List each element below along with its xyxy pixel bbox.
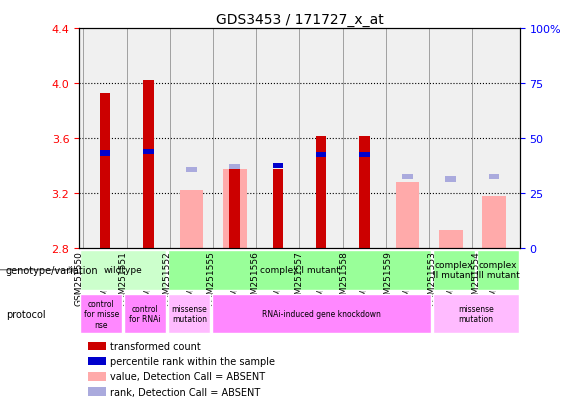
Bar bbox=[88, 387, 106, 396]
Bar bbox=[143, 81, 154, 248]
Text: GSM251552: GSM251552 bbox=[163, 250, 172, 305]
Text: complex I mutant: complex I mutant bbox=[259, 266, 340, 275]
Bar bbox=[88, 342, 106, 350]
Text: GSM251551: GSM251551 bbox=[119, 250, 128, 305]
Text: complex
III mutant: complex III mutant bbox=[476, 260, 520, 280]
Text: GSM251555: GSM251555 bbox=[207, 250, 216, 305]
Text: GSM251550: GSM251550 bbox=[75, 250, 84, 305]
Bar bbox=[99, 93, 110, 248]
Text: control
for misse
nse: control for misse nse bbox=[84, 299, 119, 329]
Bar bbox=[143, 150, 154, 155]
Text: genotype/variation: genotype/variation bbox=[6, 265, 98, 275]
Text: GSM251556: GSM251556 bbox=[251, 250, 260, 305]
Text: rank, Detection Call = ABSENT: rank, Detection Call = ABSENT bbox=[110, 387, 260, 396]
FancyBboxPatch shape bbox=[433, 250, 475, 290]
Bar bbox=[180, 190, 203, 248]
Text: GSM251559: GSM251559 bbox=[383, 250, 392, 305]
Bar bbox=[272, 163, 283, 169]
Text: protocol: protocol bbox=[6, 309, 45, 319]
FancyBboxPatch shape bbox=[168, 250, 431, 290]
Bar bbox=[229, 164, 240, 170]
Bar bbox=[186, 167, 197, 173]
Bar bbox=[272, 170, 283, 248]
Text: complex
II mutant: complex II mutant bbox=[433, 260, 474, 280]
Text: GSM251557: GSM251557 bbox=[295, 250, 304, 305]
Bar bbox=[482, 196, 506, 248]
Bar bbox=[316, 137, 327, 248]
FancyBboxPatch shape bbox=[168, 294, 210, 334]
Bar bbox=[88, 357, 106, 366]
Bar bbox=[359, 152, 370, 158]
Text: GSM251553: GSM251553 bbox=[427, 250, 436, 305]
FancyBboxPatch shape bbox=[124, 294, 166, 334]
Bar bbox=[445, 177, 456, 183]
FancyBboxPatch shape bbox=[80, 294, 122, 334]
Text: control
for RNAi: control for RNAi bbox=[129, 304, 161, 324]
FancyBboxPatch shape bbox=[433, 294, 519, 334]
FancyBboxPatch shape bbox=[477, 250, 519, 290]
Text: GSM251558: GSM251558 bbox=[339, 250, 348, 305]
Text: missense
mutation: missense mutation bbox=[171, 304, 207, 324]
Bar bbox=[402, 174, 413, 180]
Text: wildtype: wildtype bbox=[104, 266, 142, 275]
FancyBboxPatch shape bbox=[80, 250, 166, 290]
Bar bbox=[88, 373, 106, 381]
Text: transformed count: transformed count bbox=[110, 341, 201, 351]
FancyBboxPatch shape bbox=[212, 294, 431, 334]
Bar bbox=[229, 170, 240, 248]
Text: RNAi-induced gene knockdown: RNAi-induced gene knockdown bbox=[262, 309, 381, 318]
Text: percentile rank within the sample: percentile rank within the sample bbox=[110, 356, 275, 366]
Text: GSM251554: GSM251554 bbox=[471, 250, 480, 305]
Bar bbox=[439, 230, 463, 248]
Bar bbox=[99, 151, 110, 157]
Bar bbox=[359, 137, 370, 248]
Bar bbox=[223, 170, 246, 248]
Bar bbox=[396, 183, 419, 248]
Bar bbox=[316, 152, 327, 158]
Text: missense
mutation: missense mutation bbox=[458, 304, 494, 324]
Text: value, Detection Call = ABSENT: value, Detection Call = ABSENT bbox=[110, 372, 265, 382]
Bar bbox=[489, 174, 499, 180]
Title: GDS3453 / 171727_x_at: GDS3453 / 171727_x_at bbox=[216, 12, 383, 26]
